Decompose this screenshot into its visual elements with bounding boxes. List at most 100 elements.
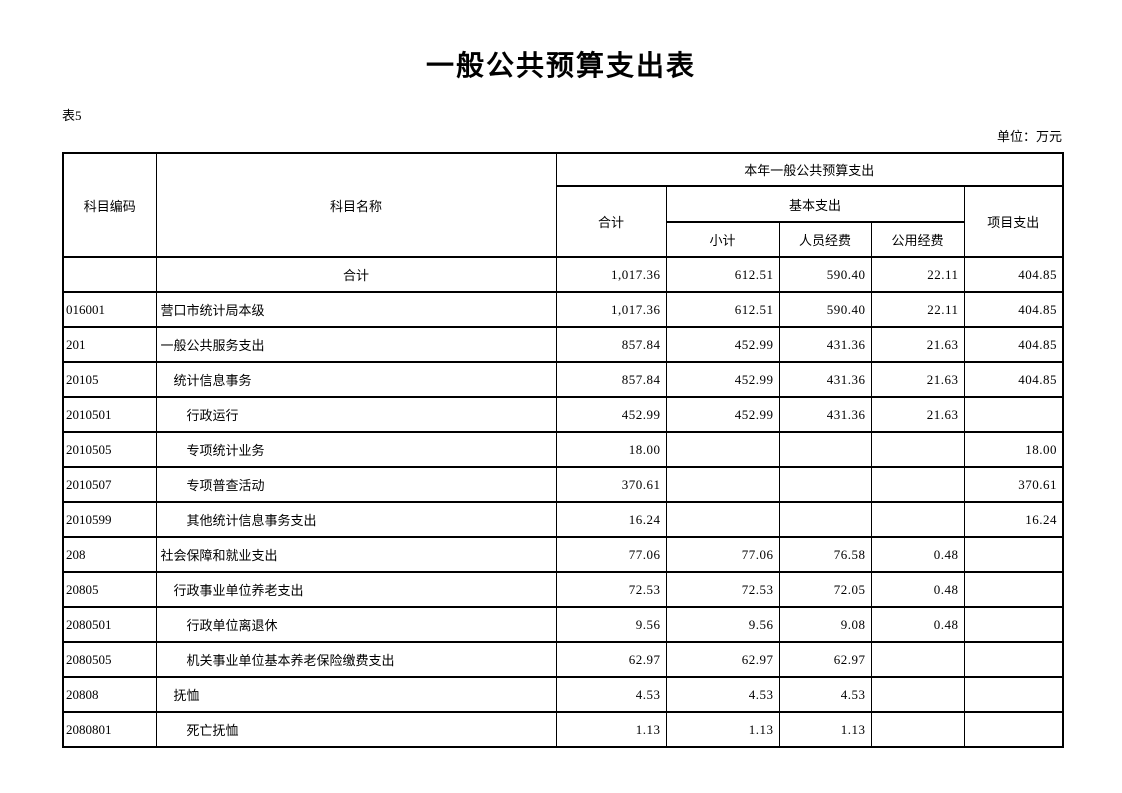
cell-subtotal: 77.06 <box>665 536 780 573</box>
cell-subject-name: 行政事业单位养老支出 <box>155 571 557 608</box>
cell-project <box>963 536 1064 573</box>
cell-subject-code: 016001 <box>62 291 157 328</box>
header-public: 公用经费 <box>870 221 965 258</box>
header-row-3: 小计 人员经费 公用经费 <box>63 221 1063 258</box>
cell-public <box>870 466 965 503</box>
cell-subject-code: 2010501 <box>62 396 157 433</box>
cell-personnel <box>778 501 872 538</box>
cell-personnel: 431.36 <box>778 361 872 398</box>
table-row: 2010505 专项统计业务 18.00 18.00 <box>62 431 1064 468</box>
cell-public: 0.48 <box>870 571 965 608</box>
cell-total: 452.99 <box>555 396 667 433</box>
cell-public: 21.63 <box>870 361 965 398</box>
cell-subject-name: 行政运行 <box>155 396 557 433</box>
header-total: 合计 <box>555 185 667 258</box>
cell-subtotal: 612.51 <box>665 256 780 293</box>
cell-public: 21.63 <box>870 396 965 433</box>
cell-subject-code: 2010599 <box>62 501 157 538</box>
cell-subject-name: 统计信息事务 <box>155 361 557 398</box>
cell-project <box>963 606 1064 643</box>
cell-public: 22.11 <box>870 256 965 293</box>
cell-project: 404.85 <box>963 326 1064 363</box>
cell-project: 18.00 <box>963 431 1064 468</box>
cell-subject-name: 其他统计信息事务支出 <box>155 501 557 538</box>
cell-project <box>963 396 1064 433</box>
cell-subtotal: 4.53 <box>665 676 780 713</box>
page-title: 一般公共预算支出表 <box>425 51 696 82</box>
table-label: 表5 <box>62 108 82 123</box>
cell-subject-name: 专项统计业务 <box>155 431 557 468</box>
cell-total: 18.00 <box>555 431 667 468</box>
header-row-2: 合计 基本支出 项目支出 <box>63 185 1064 258</box>
cell-subject-name: 一般公共服务支出 <box>155 326 557 363</box>
cell-subtotal: 452.99 <box>665 361 780 398</box>
cell-project <box>963 711 1064 748</box>
header-subject-code: 科目编码 <box>62 152 157 258</box>
cell-project: 404.85 <box>963 291 1064 328</box>
header-project: 项目支出 <box>963 185 1064 258</box>
cell-public: 21.63 <box>870 326 965 363</box>
header-row-1: 科目编码 科目名称 本年一般公共预算支出 <box>62 152 1064 258</box>
cell-total: 16.24 <box>555 501 667 538</box>
cell-total: 1,017.36 <box>555 291 667 328</box>
header-personnel: 人员经费 <box>778 221 872 258</box>
table-body: 合计 1,017.36 612.51 590.40 22.11 404.85 0… <box>62 256 1064 748</box>
cell-total: 1.13 <box>555 711 667 748</box>
cell-total: 1,017.36 <box>555 256 667 293</box>
cell-subject-code: 208 <box>62 536 157 573</box>
cell-subject-code: 2080505 <box>62 641 157 678</box>
cell-subject-name: 营口市统计局本级 <box>155 291 557 328</box>
cell-project <box>963 676 1064 713</box>
cell-personnel: 1.13 <box>778 711 872 748</box>
cell-project: 404.85 <box>963 256 1064 293</box>
table-row: 20808 抚恤 4.53 4.53 4.53 <box>62 676 1064 713</box>
table-row: 2010507 专项普查活动 370.61 370.61 <box>62 466 1064 503</box>
cell-subject-code: 2010505 <box>62 431 157 468</box>
cell-subject-code: 2080801 <box>62 711 157 748</box>
table-row: 201 一般公共服务支出 857.84 452.99 431.36 21.63 … <box>62 326 1064 363</box>
cell-public <box>870 676 965 713</box>
cell-total: 857.84 <box>555 361 667 398</box>
cell-subtotal: 612.51 <box>665 291 780 328</box>
cell-personnel: 431.36 <box>778 396 872 433</box>
table-row: 016001 营口市统计局本级 1,017.36 612.51 590.40 2… <box>62 291 1064 328</box>
cell-subject-name: 机关事业单位基本养老保险缴费支出 <box>155 641 557 678</box>
cell-project: 404.85 <box>963 361 1064 398</box>
cell-total: 857.84 <box>555 326 667 363</box>
header-subtotal: 小计 <box>665 221 780 258</box>
cell-public <box>870 431 965 468</box>
cell-subtotal: 72.53 <box>665 571 780 608</box>
header-basic-group: 基本支出 <box>665 185 965 223</box>
cell-subtotal: 452.99 <box>665 396 780 433</box>
table-row: 2010599 其他统计信息事务支出 16.24 16.24 <box>62 501 1064 538</box>
cell-subtotal: 9.56 <box>665 606 780 643</box>
cell-personnel: 9.08 <box>778 606 872 643</box>
cell-project <box>963 571 1064 608</box>
cell-subject-code: 20105 <box>62 361 157 398</box>
cell-subtotal <box>665 501 780 538</box>
cell-personnel: 4.53 <box>778 676 872 713</box>
cell-project: 370.61 <box>963 466 1064 503</box>
cell-public: 0.48 <box>870 536 965 573</box>
table-row: 2080505 机关事业单位基本养老保险缴费支出 62.97 62.97 62.… <box>62 641 1064 678</box>
cell-public: 0.48 <box>870 606 965 643</box>
cell-subtotal <box>665 431 780 468</box>
cell-project <box>963 641 1064 678</box>
table-row: 2080501 行政单位离退休 9.56 9.56 9.08 0.48 <box>62 606 1064 643</box>
cell-personnel <box>778 466 872 503</box>
table-row: 2080801 死亡抚恤 1.13 1.13 1.13 <box>62 711 1064 748</box>
cell-project: 16.24 <box>963 501 1064 538</box>
cell-subject-code: 20808 <box>62 676 157 713</box>
cell-public <box>870 501 965 538</box>
cell-subject-name: 合计 <box>155 256 557 293</box>
cell-total: 9.56 <box>555 606 667 643</box>
cell-subject-code: 20805 <box>62 571 157 608</box>
header-current-year-group: 本年一般公共预算支出 <box>555 152 1064 187</box>
budget-table: 科目编码 科目名称 本年一般公共预算支出 合计 基本支出 项目支出 小计 人员经… <box>62 152 1065 748</box>
cell-public <box>870 641 965 678</box>
cell-personnel: 76.58 <box>778 536 872 573</box>
cell-subject-name: 死亡抚恤 <box>155 711 557 748</box>
cell-total: 77.06 <box>555 536 667 573</box>
table-row: 20105 统计信息事务 857.84 452.99 431.36 21.63 … <box>62 361 1064 398</box>
cell-public <box>870 711 965 748</box>
